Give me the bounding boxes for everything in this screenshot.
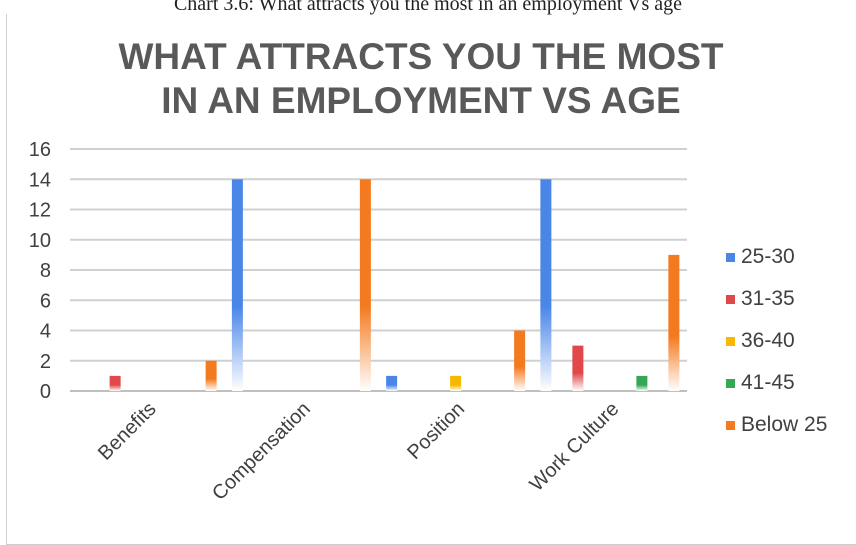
bar-41-45-work-culture — [636, 375, 648, 391]
bar-36-40-position — [450, 375, 462, 391]
chart-frame-left — [6, 14, 7, 545]
y-tick-label: 16 — [29, 139, 51, 161]
bar-31-35-benefits — [109, 375, 121, 391]
x-category-label: Compensation — [208, 398, 315, 505]
x-category-label: Benefits — [94, 398, 161, 465]
y-tick-label: 8 — [40, 260, 51, 282]
y-axis: 0 2 4 6 8 10 12 14 16 — [29, 139, 51, 403]
chart-title-line-2: IN AN EMPLOYMENT VS AGE — [161, 80, 680, 121]
legend: 25-30 31-35 36-40 41-45 Below 25 — [726, 236, 827, 446]
legend-label: 36-40 — [741, 329, 795, 352]
y-tick-label: 0 — [40, 381, 51, 403]
x-category-label: Work Culture — [526, 398, 624, 496]
bar-below-25-compensation — [359, 179, 371, 391]
legend-swatch — [726, 378, 735, 388]
y-tick-label: 10 — [29, 230, 51, 252]
gridlines — [70, 148, 687, 392]
legend-item-31-35: 31-35 — [726, 278, 827, 320]
legend-swatch — [726, 420, 735, 430]
bars — [109, 179, 680, 391]
legend-label: 31-35 — [741, 287, 795, 310]
x-category-label: Position — [403, 398, 469, 464]
legend-swatch — [726, 252, 735, 262]
legend-label: 41-45 — [741, 371, 795, 394]
figure-caption: Chart 3.6: What attracts you the most in… — [173, 0, 683, 15]
legend-swatch — [726, 336, 735, 346]
bar-below-25-work-culture — [668, 254, 680, 391]
y-tick-label: 4 — [40, 321, 51, 343]
y-tick-label: 6 — [40, 290, 51, 312]
bar-31-35-work-culture — [572, 345, 584, 391]
legend-label: 25-30 — [741, 245, 795, 268]
legend-item-25-30: 25-30 — [726, 236, 827, 278]
bar-25-30-compensation — [231, 179, 243, 391]
x-axis: Benefits Compensation Position Work Culture — [94, 398, 623, 505]
legend-item-below-25: Below 25 — [726, 404, 827, 446]
y-tick-label: 14 — [29, 169, 51, 191]
chart-title-line-1: WHAT ATTRACTS YOU THE MOST — [119, 36, 724, 77]
y-tick-label: 2 — [40, 351, 51, 373]
bar-below-25-benefits — [205, 360, 217, 391]
y-tick-label: 12 — [29, 200, 51, 222]
legend-label: Below 25 — [741, 413, 828, 436]
legend-item-36-40: 36-40 — [726, 320, 827, 362]
bar-below-25-position — [514, 330, 526, 391]
legend-item-41-45: 41-45 — [726, 362, 827, 404]
bar-25-30-work-culture — [540, 179, 552, 391]
bar-25-30-position — [386, 375, 398, 391]
legend-swatch — [726, 294, 735, 304]
